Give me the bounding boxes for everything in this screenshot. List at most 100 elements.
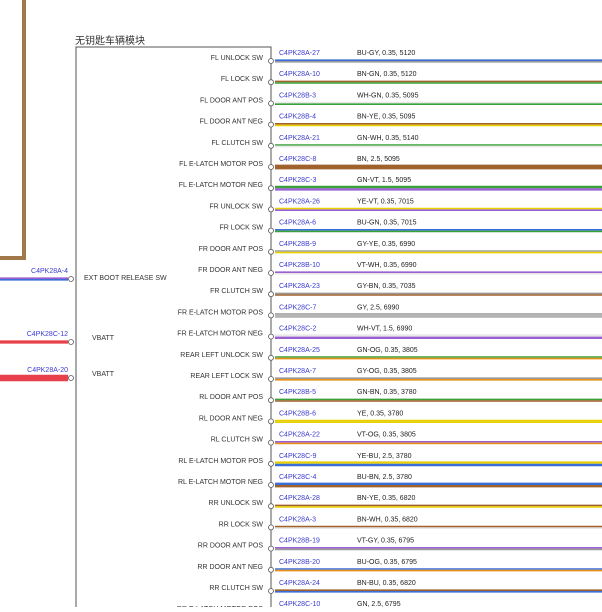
pin-row: FR E-LATCH MOTOR NEG C4PK28C-2 WH-VT, 1.5,… (177, 326, 602, 340)
wire-spec: GN-OG, 0.35, 3805 (357, 347, 418, 354)
pin-label: FL E-LATCH MOTOR POS (179, 161, 263, 168)
wire-spec: YE-BU, 2.5, 3780 (357, 453, 412, 460)
pin-terminal (268, 206, 274, 213)
pin-terminal (268, 248, 274, 255)
wire-spec: YE, 0.35, 3780 (357, 410, 403, 417)
pin-terminal (268, 79, 274, 86)
pin-terminal (268, 100, 274, 107)
pin-row: FR DOOR ANT NEG C4PK28B-10 VT-WH, 0.35, 69… (198, 262, 602, 276)
connector-id: C4PK28A-20 (27, 367, 68, 374)
pin-label: RR DOOR ANT NEG (197, 564, 263, 571)
wire-spec: GN-VT, 1.5, 5095 (357, 177, 411, 184)
pin-terminal (268, 227, 274, 234)
wire-spec: BN-YE, 0.35, 6820 (357, 495, 415, 502)
pin-terminal (268, 354, 274, 361)
pin-label: FR E-LATCH MOTOR NEG (177, 331, 263, 338)
connector-id: C4PK28B-5 (279, 389, 316, 396)
pin-terminal (268, 503, 274, 510)
pin-terminal (268, 58, 274, 64)
pin-label: RL DOOR ANT NEG (199, 415, 263, 422)
frame-wire (0, 0, 26, 260)
pin-row: FL LOCK SW C4PK28A-10 BN-GN, 0.35, 5120 (221, 71, 602, 86)
pin-label: VBATT (92, 371, 115, 378)
wire-spec: GN-WH, 0.35, 5140 (357, 135, 419, 142)
pin-terminal (68, 276, 74, 282)
pin-label: REAR LEFT LOCK SW (190, 373, 263, 380)
connector-id: C4PK28A-10 (279, 71, 320, 78)
pin-row: FR UNLOCK SW C4PK28A-26 YE-VT, 0.35, 7015 (209, 198, 602, 213)
connector-id: C4PK28A-28 (279, 495, 320, 502)
connector-id: C4PK28C-4 (279, 474, 316, 481)
wire-spec: BU-OG, 0.35, 6795 (357, 559, 417, 566)
wire-spec: BU-BN, 2.5, 3780 (357, 474, 412, 481)
pin-label: FR E-LATCH MOTOR POS (178, 309, 264, 316)
pin-terminal (268, 142, 274, 149)
pin-label: RL CLUTCH SW (211, 437, 264, 444)
left-pin-row: C4PK28A-4 EXT BOOT RELEASE SW (0, 268, 167, 282)
pin-terminal (268, 566, 274, 573)
pin-terminal (268, 270, 274, 276)
pin-label: FL LOCK SW (221, 76, 264, 83)
pin-label: FR LOCK SW (219, 225, 263, 232)
connector-id: C4PK28C-10 (279, 601, 320, 607)
wire-spec: BN-WH, 0.35, 6820 (357, 516, 418, 523)
pin-label: RR CLUTCH SW (209, 585, 263, 592)
pin-row: RL E-LATCH MOTOR POS C4PK28C-9 YE-BU, 2.5,… (178, 453, 602, 467)
connector-id: C4PK28B-10 (279, 262, 320, 269)
pin-label: RL E-LATCH MOTOR NEG (178, 479, 263, 486)
pin-label: FL DOOR ANT POS (200, 97, 263, 104)
wire-spec: YE-VT, 0.35, 7015 (357, 198, 414, 205)
connector-id: C4PK28A-6 (279, 220, 316, 227)
connector-id: C4PK28A-7 (279, 368, 316, 375)
pin-row: FL E-LATCH MOTOR POS C4PK28C-8 BN, 2.5, 50… (179, 156, 602, 170)
connector-id: C4PK28C-3 (279, 177, 316, 184)
pin-row: RR UNLOCK SW C4PK28A-28 BN-YE, 0.35, 6820 (209, 495, 602, 510)
wire-spec: GN-BN, 0.35, 3780 (357, 389, 417, 396)
left-pin-row: C4PK28C-12 VBATT (0, 331, 115, 345)
wire-spec: BN, 2.5, 5095 (357, 156, 400, 163)
pin-terminal (268, 291, 274, 298)
wire-spec: BN-YE, 0.35, 5095 (357, 114, 415, 121)
pin-label: FL UNLOCK SW (211, 55, 264, 62)
pin-terminal (268, 588, 274, 594)
connector-id: C4PK28B-3 (279, 92, 316, 99)
wire-spec: VT-GY, 0.35, 6795 (357, 538, 414, 545)
wire-spec: BN-BU, 0.35, 6820 (357, 580, 416, 587)
wire-spec: BU-GY, 0.35, 5120 (357, 50, 415, 57)
pin-label: FR DOOR ANT NEG (198, 267, 263, 274)
pin-terminal (268, 397, 274, 404)
pin-terminal (268, 524, 274, 531)
pin-label: VBATT (92, 335, 115, 342)
pin-row: RL DOOR ANT NEG C4PK28B-6 YE, 0.35, 3780 (199, 410, 602, 425)
pin-row: FR CLUTCH SW C4PK28A-23 GY-BN, 0.35, 7035 (210, 283, 602, 298)
pin-terminal (268, 185, 274, 192)
wire-spec: WH-GN, 0.35, 5095 (357, 92, 419, 99)
pin-row: FL UNLOCK SW C4PK28A-27 BU-GY, 0.35, 5120 (211, 50, 602, 64)
wire-spec: GY, 2.5, 6990 (357, 304, 399, 311)
pin-label: RR DOOR ANT POS (198, 543, 264, 550)
pin-terminal (268, 376, 274, 382)
connector-id: C4PK28A-25 (279, 347, 320, 354)
pin-row: RR DOOR ANT POS C4PK28B-19 VT-GY, 0.35, 67… (198, 538, 602, 552)
connector-id: C4PK28B-6 (279, 410, 316, 417)
pin-terminal (68, 339, 74, 345)
pin-terminal (268, 545, 274, 552)
connector-id: C4PK28C-8 (279, 156, 316, 163)
pin-row: FL DOOR ANT NEG C4PK28B-4 BN-YE, 0.35, 509… (200, 114, 602, 128)
connector-id: C4PK28C-12 (27, 331, 68, 338)
pin-terminal (268, 164, 274, 170)
pin-row: REAR LEFT UNLOCK SW C4PK28A-25 GN-OG, 0.35… (180, 347, 602, 361)
connector-id: C4PK28B-9 (279, 241, 316, 248)
wire-spec: GY-OG, 0.35, 3805 (357, 368, 417, 375)
pin-row: FR LOCK SW C4PK28A-6 BU-GN, 0.35, 7015 (219, 220, 602, 234)
pin-row: FL DOOR ANT POS C4PK28B-3 WH-GN, 0.35, 509… (200, 92, 602, 107)
pin-label: RR LOCK SW (219, 521, 264, 528)
connector-id: C4PK28C-2 (279, 326, 316, 333)
pin-row: RR LOCK SW C4PK28A-3 BN-WH, 0.35, 6820 (219, 516, 602, 531)
wire-spec: WH-VT, 1.5, 6990 (357, 326, 412, 333)
wire-spec: BN-GN, 0.35, 5120 (357, 71, 417, 78)
pin-label: FR UNLOCK SW (209, 203, 263, 210)
